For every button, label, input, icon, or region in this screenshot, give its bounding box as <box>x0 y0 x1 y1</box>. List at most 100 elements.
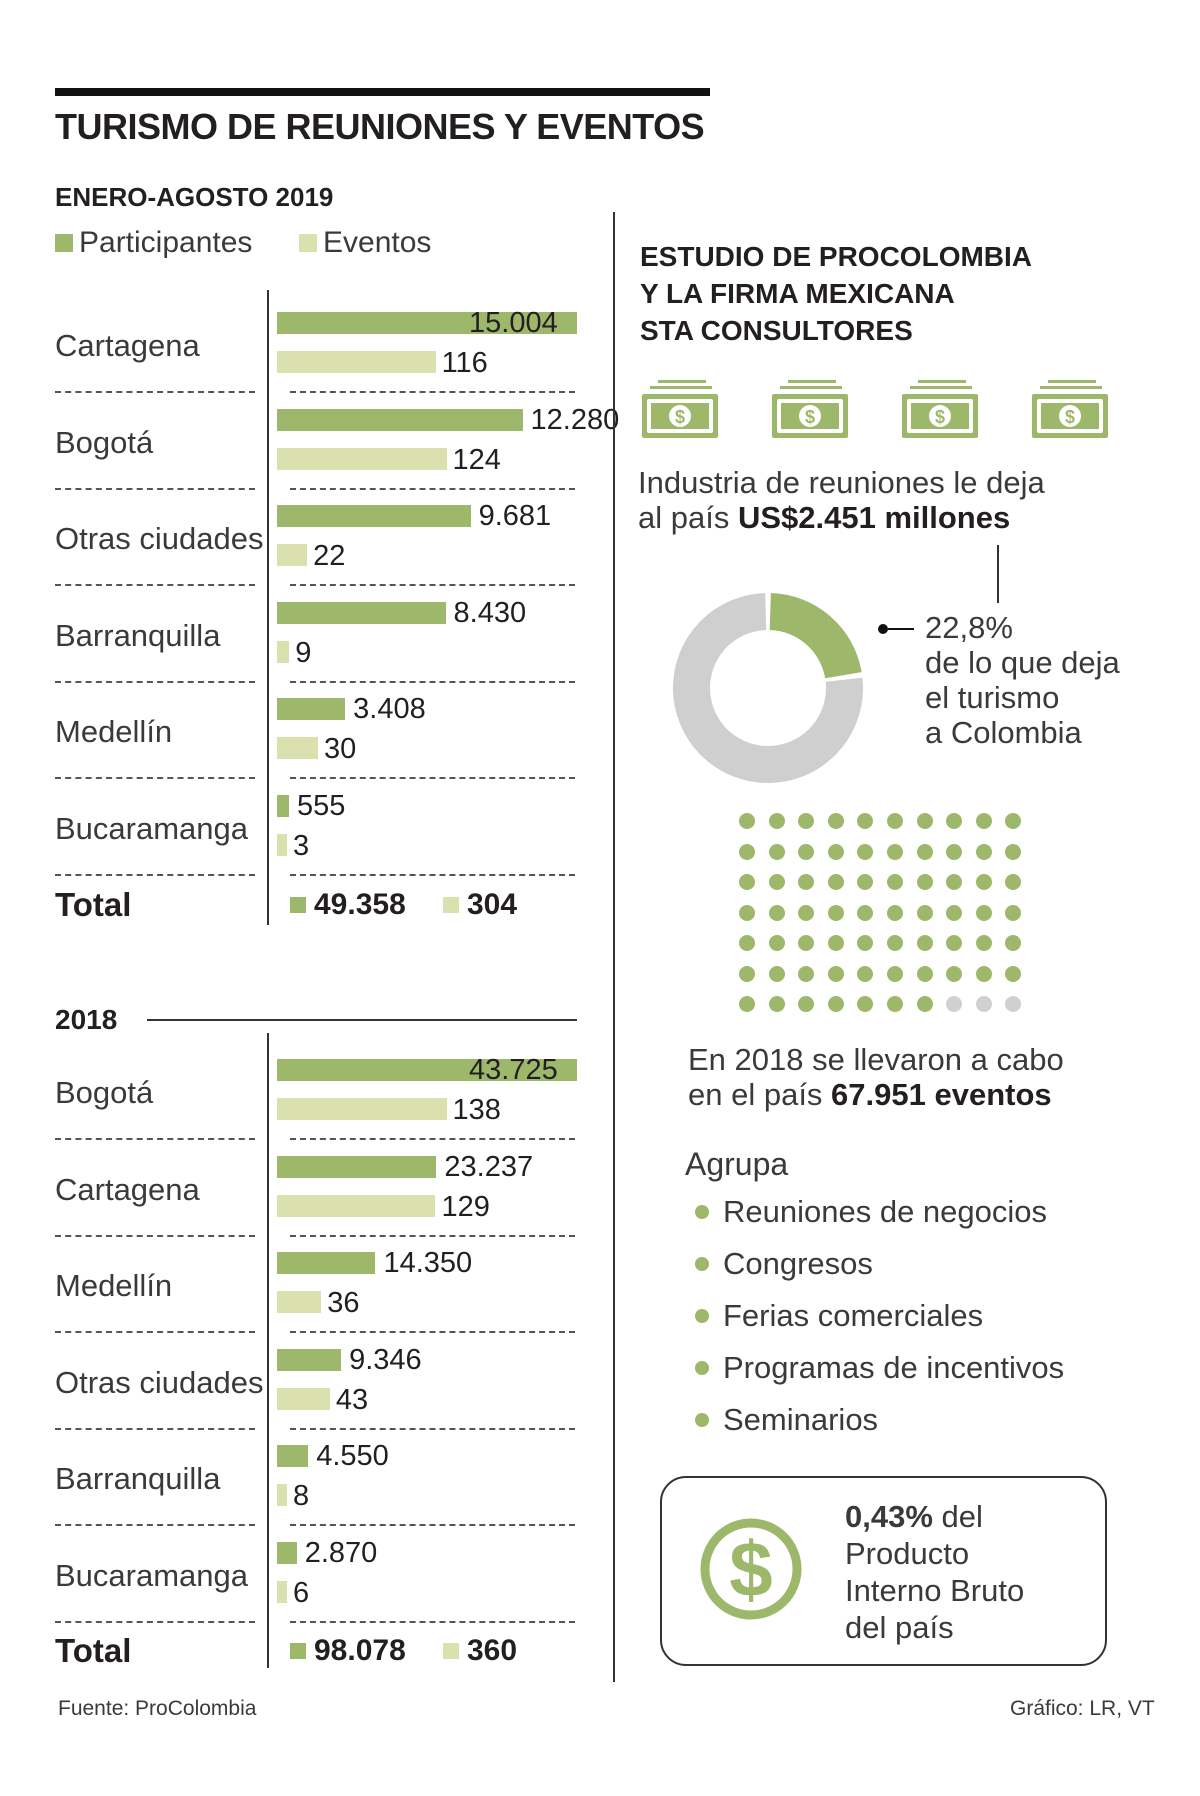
bar-participants <box>277 1155 437 1178</box>
event-dot <box>887 843 903 860</box>
value-label-events: 129 <box>441 1190 490 1223</box>
event-dot <box>827 935 844 951</box>
row-separator <box>290 487 575 490</box>
event-dot <box>975 843 992 860</box>
event-dot <box>857 843 874 860</box>
event-dot <box>798 874 815 890</box>
column-divider <box>613 212 615 1682</box>
value-label-events: 138 <box>452 1094 501 1126</box>
event-dot <box>857 874 874 890</box>
event-dot <box>798 935 815 951</box>
chart-2018-axis <box>267 1033 269 1668</box>
bar-participants <box>277 601 446 624</box>
bar-participants <box>277 505 471 527</box>
event-dot <box>946 935 963 951</box>
event-dot <box>827 996 844 1012</box>
event-dot <box>975 874 992 890</box>
pib-text: 0,43% del Producto Interno Bruto del paí… <box>845 1498 1024 1646</box>
bar-participants <box>277 698 346 720</box>
event-dot <box>946 843 963 860</box>
bar-events <box>277 544 308 566</box>
bar-participants <box>277 794 289 817</box>
category-label: Medellín <box>55 714 173 749</box>
value-label-participants: 12.280 <box>530 403 620 436</box>
bar-events <box>277 640 290 663</box>
svg-text:$: $ <box>935 407 945 427</box>
pib-line: del país <box>845 1610 954 1645</box>
event-dot <box>739 996 755 1012</box>
category-label: Cartagena <box>55 1171 200 1207</box>
agrupa-item: Ferias comerciales <box>695 1298 983 1334</box>
category-label: Bogotá <box>55 424 154 460</box>
money-bill-icon: $ <box>1032 380 1108 438</box>
event-dot <box>975 935 992 951</box>
event-dot <box>887 965 903 982</box>
legend-events: Eventos <box>299 226 431 260</box>
total-participants-swatch <box>290 1643 306 1659</box>
event-dot-inactive <box>946 996 963 1012</box>
total-label: Total <box>55 886 132 923</box>
event-dot <box>827 843 844 860</box>
bullet-icon <box>695 1257 709 1271</box>
industry-leader-line <box>997 545 999 603</box>
agrupa-item-label: Congresos <box>723 1246 873 1281</box>
top-rule <box>55 88 710 96</box>
legend-participants: Participantes <box>55 226 252 260</box>
total-label: Total <box>55 1632 132 1669</box>
event-dot <box>768 843 785 860</box>
value-label-participants: 15.004 <box>469 307 558 339</box>
value-label-participants: 2.870 <box>304 1536 378 1569</box>
events-text: En 2018 se llevaron a cabo en el país 67… <box>688 1042 1064 1112</box>
event-dot <box>1005 904 1022 921</box>
legend-participants-swatch <box>55 234 73 252</box>
event-dot <box>916 935 933 951</box>
study-title-line: ESTUDIO DE PROCOLOMBIA <box>640 241 1033 272</box>
total-participants: 49.358 <box>290 888 406 922</box>
bar-participants <box>277 1541 297 1564</box>
value-label-events: 43 <box>335 1383 369 1416</box>
agrupa-item-label: Seminarios <box>723 1402 879 1437</box>
row-separator <box>290 1234 575 1237</box>
event-dot <box>916 874 933 890</box>
event-dot <box>887 813 903 829</box>
donut-chart <box>673 593 863 783</box>
chart-2019-axis <box>267 290 269 925</box>
event-dot <box>1005 874 1022 890</box>
bar-events <box>277 1484 287 1506</box>
event-dot <box>946 813 963 829</box>
total-participants: 98.078 <box>290 1634 406 1668</box>
event-dot <box>887 935 903 951</box>
total-participants-value: 98.078 <box>314 1634 406 1667</box>
bar-participants <box>277 1348 342 1371</box>
donut-label: 22,8% de lo que deja el turismo a Colomb… <box>925 610 1120 750</box>
bar-events <box>277 1580 287 1603</box>
row-separator <box>290 391 575 393</box>
event-dot <box>827 813 844 829</box>
total-events-value: 304 <box>467 888 518 921</box>
total-participants-value: 49.358 <box>314 888 406 921</box>
agrupa-item-label: Programas de incentivos <box>723 1350 1065 1385</box>
row-separator <box>55 1138 255 1140</box>
event-dot <box>946 904 963 921</box>
row-separator <box>55 1234 255 1237</box>
category-label: Otras ciudades <box>55 521 264 556</box>
agrupa-title: Agrupa <box>685 1146 789 1182</box>
event-dot <box>768 935 785 951</box>
row-separator <box>290 680 575 683</box>
agrupa-item: Congresos <box>695 1246 873 1282</box>
chart-2018-title-rule <box>147 1019 577 1021</box>
study-title-line: Y LA FIRMA MEXICANA <box>640 278 955 309</box>
industry-amount: US$2.451 millones <box>737 500 1011 535</box>
row-separator <box>55 1620 255 1623</box>
bar-events <box>277 1194 436 1217</box>
event-dot <box>1005 843 1022 860</box>
category-label: Otras ciudades <box>55 1364 264 1400</box>
pib-percent: 0,43% <box>845 1499 933 1534</box>
event-dot <box>768 904 785 921</box>
event-dot <box>857 965 874 982</box>
value-label-events: 116 <box>441 347 488 379</box>
footer-credit: Gráfico: LR, VT <box>1010 1697 1155 1720</box>
category-label: Bucaramanga <box>55 810 249 846</box>
total-events-swatch <box>443 1643 459 1659</box>
svg-text:$: $ <box>675 407 685 427</box>
